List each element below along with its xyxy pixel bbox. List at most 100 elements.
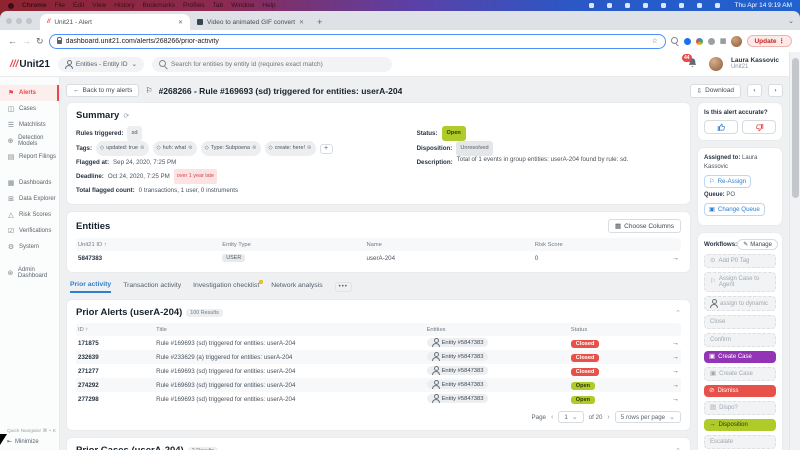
entity-pill[interactable]: Entity #5847383: [426, 352, 489, 361]
menubar-item-bookmarks[interactable]: Bookmarks: [142, 2, 175, 9]
sidebar-item-cases[interactable]: ◫ Cases: [0, 101, 59, 117]
chrome-update-button[interactable]: Update ⋮: [747, 35, 792, 47]
menubar-item-edit[interactable]: Edit: [73, 2, 85, 9]
extension-icon[interactable]: [695, 37, 703, 45]
add-tag-button[interactable]: +: [319, 143, 333, 154]
col-status[interactable]: Status: [570, 326, 588, 333]
rows-per-page-select[interactable]: 5 rows per page ⌄: [614, 411, 681, 423]
collapse-section-icon[interactable]: ⌃: [675, 447, 681, 450]
sidebar-item-dashboards[interactable]: ▦ Dashboards: [0, 175, 59, 191]
menubar-app-name[interactable]: Chrome: [22, 2, 47, 9]
tag-chip[interactable]: ◇ create: here! ⊗: [264, 141, 316, 156]
tab-search-icon[interactable]: ⌄: [788, 18, 794, 25]
thumbs-down-button[interactable]: [742, 120, 776, 134]
workflow-dismiss-button[interactable]: ⊘ Dismiss: [704, 385, 776, 397]
open-alert-arrow[interactable]: →: [671, 339, 679, 347]
workflow-create-case-disabled-button[interactable]: ▣ Create Case: [704, 367, 776, 381]
bookmark-star-icon[interactable]: ☆: [651, 38, 658, 45]
search-input[interactable]: [171, 60, 386, 68]
close-window-button[interactable]: [6, 17, 12, 24]
workflow-add-p0-tag-button[interactable]: ⊙ Add P0 Tag: [704, 254, 776, 268]
entity-pill[interactable]: Entity #5847383: [426, 380, 489, 389]
workflow-dispo-button[interactable]: ▤ Dispo?: [704, 401, 776, 415]
refresh-icon[interactable]: ⟳: [123, 112, 130, 120]
chrome-profile-avatar[interactable]: [731, 35, 743, 47]
browser-tab-unit21[interactable]: // Unit21 - Alert ✕: [40, 14, 190, 30]
col-risk-score[interactable]: Risk Score: [534, 241, 563, 248]
tab-investigation-checklist[interactable]: Investigation checklist: [193, 280, 264, 292]
col-entities[interactable]: Entities: [426, 326, 446, 333]
sidebar-minimize-button[interactable]: ⇤ Minimize: [7, 438, 59, 446]
workflow-escalate-button[interactable]: Escalate: [704, 435, 776, 449]
prior-alert-row[interactable]: 171875 Rule #169693 (sd) triggered for e…: [76, 336, 681, 350]
col-entity-type[interactable]: Entity Type: [222, 241, 251, 248]
zoom-window-button[interactable]: [26, 17, 32, 24]
back-nav-icon[interactable]: ←: [8, 36, 17, 46]
browser-tab-gif-converter[interactable]: Video to animated GIF convert ✕: [190, 14, 311, 30]
remove-tag-icon[interactable]: ⊗: [306, 145, 312, 151]
prior-alert-row[interactable]: 232639 Rule #233629 (a) triggered for en…: [76, 350, 681, 364]
download-button[interactable]: ⇩ Download: [689, 83, 741, 98]
remove-tag-icon[interactable]: ⊗: [139, 145, 145, 151]
entity-pill[interactable]: Entity #5847383: [426, 338, 489, 347]
remove-tag-icon[interactable]: ⊗: [252, 145, 257, 151]
status-icon[interactable]: [624, 3, 630, 8]
menubar-item-profiles[interactable]: Profiles: [182, 2, 205, 9]
sidebar-item-alerts[interactable]: ⚑ Alerts: [0, 85, 59, 101]
col-unit21-id[interactable]: Unit21 ID ↑: [78, 241, 107, 248]
forward-nav-icon[interactable]: →: [22, 36, 31, 46]
back-to-alerts-button[interactable]: ← Back to my alerts: [66, 84, 140, 97]
sidebar-item-matchlists[interactable]: ☰ Matchlists: [0, 117, 59, 133]
prior-alert-row[interactable]: 277298 Rule #169693 (sd) triggered for e…: [76, 392, 681, 406]
page-scrollbar[interactable]: [789, 52, 800, 450]
extension-puzzle-icon[interactable]: [707, 37, 715, 45]
user-info[interactable]: Laura Kassovic Unit21: [731, 57, 779, 71]
sidebar-item-system[interactable]: ⚙ System: [0, 239, 59, 255]
col-name[interactable]: Name: [366, 241, 382, 248]
open-alert-arrow[interactable]: →: [671, 381, 679, 389]
tab-network-analysis[interactable]: Network analysis: [271, 282, 323, 289]
spotlight-icon[interactable]: [696, 3, 702, 8]
prior-alert-row[interactable]: 274292 Rule #169693 (sd) triggered for e…: [76, 378, 681, 392]
workflow-close-button[interactable]: Close: [704, 315, 776, 329]
menubar-item-help[interactable]: Help: [262, 2, 276, 9]
workflow-assign-case-to-agent-button[interactable]: ⚐ Assign Case to Agent: [704, 272, 776, 292]
menubar-item-history[interactable]: History: [114, 2, 135, 9]
menubar-item-view[interactable]: View: [92, 2, 107, 9]
next-page-icon[interactable]: ›: [607, 413, 610, 421]
notifications-button[interactable]: 44: [681, 54, 701, 71]
apple-menu-icon[interactable]: [8, 2, 14, 9]
open-entity-arrow[interactable]: →: [671, 254, 679, 262]
sidebar-item-data-explorer[interactable]: ⊞ Data Explorer: [0, 191, 59, 207]
close-tab-icon[interactable]: ✕: [177, 19, 183, 26]
extension-icon[interactable]: [683, 37, 691, 45]
status-icon[interactable]: [606, 3, 612, 8]
thumbs-up-button[interactable]: [704, 120, 738, 134]
user-avatar[interactable]: [708, 57, 723, 71]
sidebar-item-detection-models[interactable]: ⊕ Detection Models: [0, 133, 59, 149]
entity-row[interactable]: 5847383 USER userA-204 0 →: [76, 251, 681, 265]
next-alert-button[interactable]: ›: [768, 84, 783, 97]
extensions-grid-icon[interactable]: ▦: [719, 38, 727, 45]
search-scope-selector[interactable]: Entities - Entity ID ⌄: [57, 56, 145, 72]
open-alert-arrow[interactable]: →: [671, 367, 679, 375]
sidebar-item-report-filings[interactable]: ▤ Report Filings: [0, 149, 59, 165]
entity-pill[interactable]: Entity #5847383: [426, 366, 489, 375]
quick-navigator-hint[interactable]: Quick Navigator ⌘ + K: [7, 429, 56, 434]
prior-alert-row[interactable]: 271277 Rule #169693 (sd) triggered for e…: [76, 364, 681, 378]
more-tabs-button[interactable]: •••: [334, 282, 352, 292]
manage-workflows-button[interactable]: ✎ Manage: [737, 239, 778, 250]
new-tab-button[interactable]: +: [317, 17, 323, 27]
change-queue-button[interactable]: ▣ Change Queue: [704, 203, 765, 216]
prev-page-icon[interactable]: ‹: [550, 413, 554, 421]
workflow-disposition-button[interactable]: → Disposition: [704, 419, 776, 431]
workflow-create-case-button[interactable]: ▣ Create Case: [704, 351, 776, 363]
sidebar-item-admin-dashboard[interactable]: ⊛ Admin Dashboard: [0, 265, 59, 281]
menubar-clock[interactable]: Thu Apr 14 9:19 AM: [734, 2, 792, 9]
workflow-assign-to-dynamic-button[interactable]: assign to dynamic: [704, 296, 776, 311]
page-select[interactable]: 1 ⌄: [558, 411, 584, 423]
scrollbar-thumb[interactable]: [792, 58, 799, 198]
rule-chip[interactable]: sd: [127, 126, 142, 141]
menubar-item-file[interactable]: File: [54, 2, 66, 9]
tab-transaction-activity[interactable]: Transaction activity: [123, 282, 182, 289]
